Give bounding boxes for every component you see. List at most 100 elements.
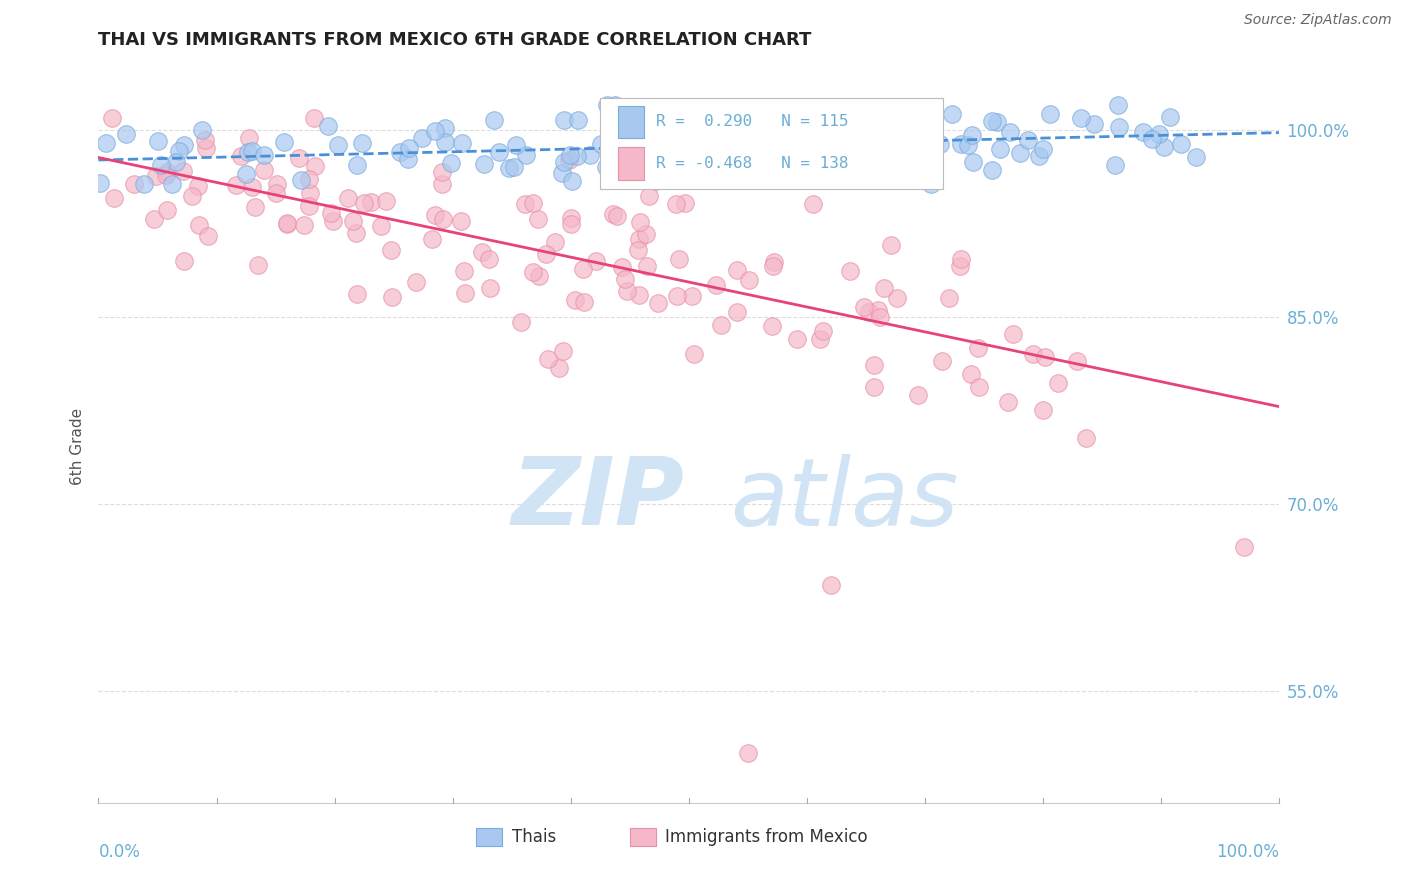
- Text: 6th Grade: 6th Grade: [70, 408, 84, 484]
- Point: [1070, 111, 1092, 125]
- Point: [534, 247, 557, 261]
- Point: [298, 172, 321, 186]
- Point: [194, 132, 217, 146]
- Point: [195, 141, 218, 155]
- Point: [730, 161, 752, 176]
- Text: 0.0%: 0.0%: [98, 843, 141, 861]
- Point: [1159, 110, 1181, 124]
- Point: [866, 303, 889, 318]
- Point: [560, 217, 582, 231]
- Point: [683, 347, 706, 361]
- Point: [1147, 127, 1170, 141]
- Point: [956, 138, 979, 153]
- Point: [966, 341, 988, 355]
- Point: [122, 177, 145, 191]
- Point: [1002, 326, 1025, 341]
- Point: [1153, 139, 1175, 153]
- Point: [811, 324, 834, 338]
- Text: THAI VS IMMIGRANTS FROM MEXICO 6TH GRADE CORRELATION CHART: THAI VS IMMIGRANTS FROM MEXICO 6TH GRADE…: [98, 31, 811, 49]
- Point: [235, 167, 257, 181]
- Point: [668, 252, 690, 266]
- Point: [89, 176, 111, 190]
- Point: [610, 260, 633, 275]
- Point: [627, 243, 650, 257]
- Point: [644, 174, 666, 188]
- Point: [537, 351, 560, 366]
- Point: [962, 154, 984, 169]
- Point: [432, 211, 454, 226]
- Point: [636, 259, 658, 273]
- Point: [375, 194, 398, 208]
- Point: [869, 310, 891, 324]
- Point: [225, 178, 247, 193]
- Point: [907, 388, 929, 402]
- Point: [146, 134, 169, 148]
- Point: [967, 380, 990, 394]
- Point: [346, 158, 368, 172]
- Point: [292, 219, 315, 233]
- Point: [1033, 350, 1056, 364]
- FancyBboxPatch shape: [600, 98, 943, 189]
- Point: [567, 112, 589, 127]
- Point: [558, 153, 581, 167]
- Point: [231, 149, 253, 163]
- Bar: [630, 828, 655, 847]
- Point: [246, 258, 269, 272]
- Point: [165, 154, 187, 169]
- Point: [143, 212, 166, 227]
- Point: [381, 290, 404, 304]
- Point: [675, 136, 697, 151]
- Point: [605, 98, 627, 112]
- Bar: [619, 106, 644, 138]
- Point: [591, 136, 613, 151]
- Point: [852, 301, 875, 315]
- Point: [423, 208, 446, 222]
- Point: [326, 138, 349, 153]
- Point: [319, 206, 342, 220]
- Point: [938, 291, 960, 305]
- Point: [238, 131, 260, 145]
- Point: [634, 227, 657, 241]
- Point: [298, 186, 321, 200]
- Point: [561, 174, 583, 188]
- Point: [273, 135, 295, 149]
- Point: [352, 136, 374, 151]
- Point: [949, 252, 972, 266]
- Point: [156, 202, 179, 217]
- Point: [681, 289, 703, 303]
- Point: [405, 275, 427, 289]
- Point: [425, 124, 447, 138]
- Point: [503, 160, 526, 174]
- Point: [981, 114, 1004, 128]
- Point: [527, 211, 550, 226]
- Point: [669, 169, 692, 183]
- Point: [173, 138, 195, 153]
- Point: [527, 269, 550, 284]
- Point: [838, 118, 860, 132]
- Point: [103, 191, 125, 205]
- Point: [920, 178, 942, 192]
- Point: [172, 163, 194, 178]
- Point: [673, 196, 696, 211]
- Point: [801, 197, 824, 211]
- Point: [440, 156, 463, 170]
- Point: [986, 115, 1008, 129]
- Point: [132, 178, 155, 192]
- Point: [664, 197, 686, 211]
- Point: [703, 142, 725, 156]
- Point: [510, 315, 533, 329]
- Point: [553, 113, 575, 128]
- Point: [1170, 136, 1192, 151]
- Point: [869, 124, 891, 138]
- Point: [929, 137, 952, 152]
- Point: [825, 114, 848, 128]
- Point: [1184, 150, 1206, 164]
- Text: Immigrants from Mexico: Immigrants from Mexico: [665, 829, 868, 847]
- Point: [894, 143, 917, 157]
- Point: [181, 188, 204, 202]
- Point: [761, 121, 783, 136]
- Point: [1066, 354, 1088, 368]
- Point: [617, 128, 640, 142]
- Point: [863, 358, 886, 372]
- Point: [665, 289, 688, 303]
